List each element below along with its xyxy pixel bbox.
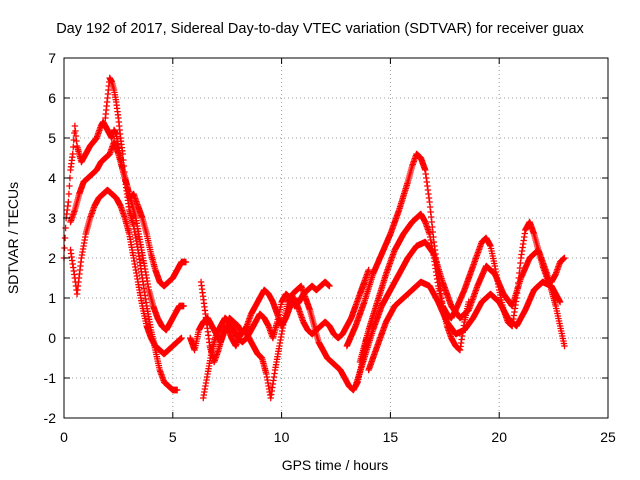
data-point-marker <box>65 190 73 198</box>
y-tick-label: 6 <box>48 90 56 106</box>
x-tick-label: 10 <box>274 429 290 445</box>
data-point-marker <box>326 282 333 290</box>
plot-frame <box>63 57 609 419</box>
y-tick-label: 4 <box>48 170 56 186</box>
chart-title: Day 192 of 2017, Sidereal Day-to-day VTE… <box>56 21 584 37</box>
y-tick-label: 0 <box>48 330 56 346</box>
data-point-marker <box>61 244 68 252</box>
y-tick-label: -2 <box>44 410 57 426</box>
y-tick-label: 1 <box>48 290 56 306</box>
y-tick-labels: -2 -1 0 1 2 3 4 5 6 7 <box>44 50 57 426</box>
x-tick-label: 0 <box>60 429 68 445</box>
y-tick-label: 2 <box>48 250 56 266</box>
y-tick-label: 3 <box>48 210 56 226</box>
series-low-band-c <box>200 278 333 402</box>
data-point-marker <box>178 334 185 342</box>
data-point-marker <box>561 342 568 350</box>
x-tick-label: 25 <box>600 429 616 445</box>
y-axis-label: SDTVAR / TECUs <box>5 182 21 294</box>
data-points <box>60 74 568 402</box>
series-middle <box>67 138 187 334</box>
y-tick-label: 5 <box>48 130 56 146</box>
series-afternoon-bottom <box>365 278 564 374</box>
series-afternoon-mid <box>356 210 568 366</box>
y-tick-label: 7 <box>48 50 56 66</box>
series-lower <box>67 186 185 358</box>
data-point-marker <box>66 182 73 190</box>
series-afternoon-low <box>352 238 568 390</box>
data-point-marker <box>173 386 181 394</box>
series-afternoon-peak <box>343 150 472 354</box>
data-point-marker <box>62 224 69 232</box>
data-point-marker <box>65 198 72 206</box>
data-point-marker <box>69 150 76 158</box>
y-tick-label: -1 <box>44 370 57 386</box>
x-tick-label: 15 <box>383 429 399 445</box>
data-point-marker <box>365 266 372 274</box>
x-tick-label: 5 <box>169 429 177 445</box>
axis-ticks <box>63 57 609 419</box>
data-point-marker <box>556 298 564 306</box>
data-point-marker <box>61 234 69 242</box>
x-axis-label: GPS time / hours <box>282 457 389 473</box>
data-point-marker <box>70 143 77 151</box>
x-tick-label: 20 <box>491 429 507 445</box>
data-point-marker <box>561 254 568 262</box>
data-point-marker <box>180 302 187 310</box>
x-tick-labels: 0 5 10 15 20 25 <box>60 429 616 445</box>
data-point-marker <box>182 258 190 266</box>
